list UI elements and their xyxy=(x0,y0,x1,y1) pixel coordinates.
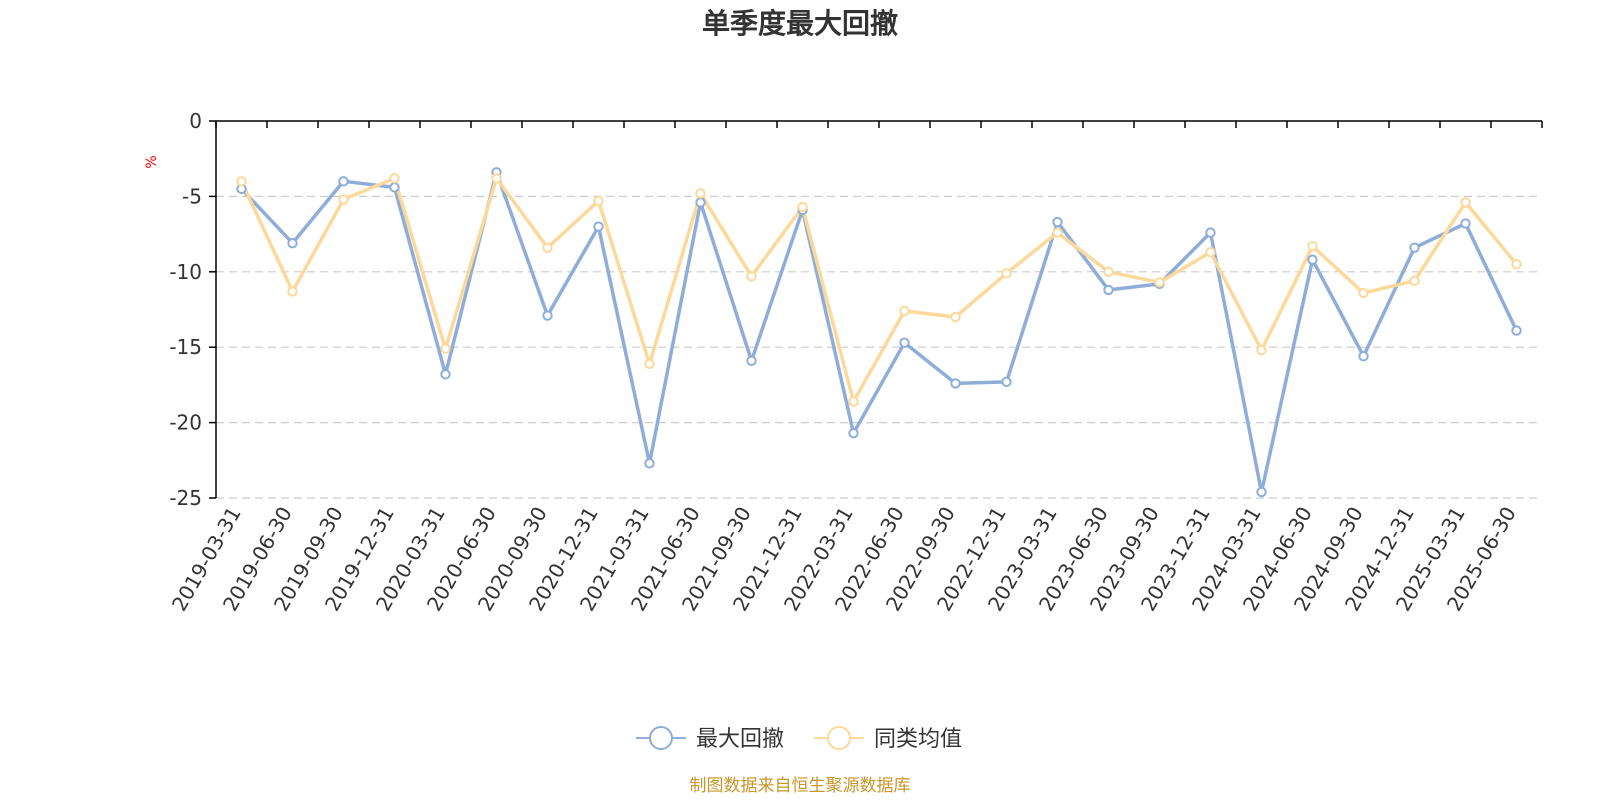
data-point xyxy=(1205,246,1216,258)
data-point xyxy=(1052,227,1063,238)
data-point xyxy=(287,237,298,249)
data-point xyxy=(542,310,553,321)
data-point xyxy=(746,271,757,282)
data-point xyxy=(389,182,400,193)
data-point xyxy=(1511,325,1522,336)
data-point xyxy=(848,396,859,407)
y-tick-label: 0 xyxy=(189,109,202,133)
legend-marker-icon xyxy=(827,726,851,750)
data-point xyxy=(1409,242,1420,253)
legend-label: 同类均值 xyxy=(874,727,962,752)
data-point xyxy=(899,337,910,348)
legend-marker-icon xyxy=(649,726,673,750)
data-point xyxy=(1001,268,1012,279)
data-point xyxy=(1001,376,1012,388)
axes xyxy=(209,120,1543,499)
data-point xyxy=(695,197,706,208)
data-point xyxy=(440,369,451,380)
y-tick-labels: 0 -5 -10 -15 -20 -25 xyxy=(169,109,202,510)
data-point xyxy=(1256,345,1267,356)
y-tick-label: -20 xyxy=(169,411,202,435)
data-point xyxy=(236,176,247,187)
legend[interactable]: 最大回撤 同类均值 xyxy=(636,726,962,752)
y-tick-label: -15 xyxy=(169,335,202,359)
data-point xyxy=(593,221,604,232)
data-point xyxy=(1460,218,1471,229)
data-point xyxy=(899,305,910,317)
y-tick-label: -5 xyxy=(182,184,202,208)
data-point xyxy=(1052,216,1063,228)
data-point xyxy=(1103,266,1114,277)
data-point xyxy=(338,194,349,205)
y-tick-label: -10 xyxy=(169,260,202,284)
data-point xyxy=(746,355,757,366)
data-source-note: 制图数据来自恒生聚源数据库 xyxy=(690,776,911,796)
data-point xyxy=(848,427,859,439)
data-point xyxy=(950,311,961,323)
data-point xyxy=(1307,240,1318,252)
data-point xyxy=(644,358,655,369)
chart-title: 单季度最大回撤 xyxy=(702,7,898,40)
data-point xyxy=(440,343,451,354)
legend-item[interactable]: 最大回撤 xyxy=(636,726,784,752)
data-point xyxy=(491,173,502,184)
data-point xyxy=(287,286,298,297)
data-point xyxy=(797,201,808,213)
data-point xyxy=(1511,259,1522,270)
series-line-2 xyxy=(239,176,1518,404)
legend-item[interactable]: 同类均值 xyxy=(814,726,962,752)
data-point xyxy=(542,242,553,253)
data-point xyxy=(644,458,655,469)
x-tick-labels: 2019-03-312019-06-302019-09-302019-12-31… xyxy=(167,503,1521,616)
y-tick-label: -25 xyxy=(169,486,202,510)
data-point xyxy=(695,188,706,199)
data-point xyxy=(1409,275,1420,287)
series-line-1 xyxy=(240,170,1519,494)
data-point xyxy=(593,195,604,207)
data-point xyxy=(1205,227,1216,238)
data-point xyxy=(1154,277,1165,288)
data-point xyxy=(1307,254,1318,265)
data-point xyxy=(338,176,349,187)
data-point xyxy=(1358,287,1369,299)
data-point xyxy=(1103,284,1114,296)
legend-label: 最大回撤 xyxy=(696,727,784,752)
data-point xyxy=(1358,351,1369,362)
series-lines xyxy=(236,167,1522,498)
data-point xyxy=(1256,486,1267,498)
y-axis-unit: % xyxy=(144,155,160,168)
data-point xyxy=(950,378,961,389)
data-point xyxy=(1460,197,1471,208)
data-point xyxy=(389,173,400,184)
